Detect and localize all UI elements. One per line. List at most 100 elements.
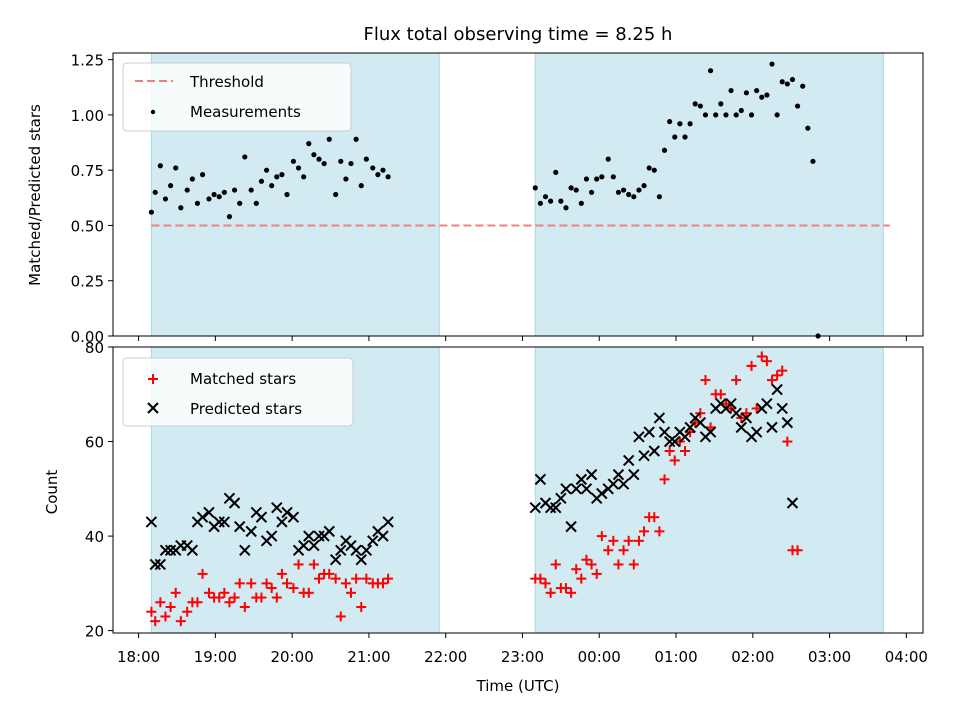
x-marker-b [560,483,572,495]
x-marker-b [350,544,362,556]
x-marker-b [555,492,567,504]
matched-star-point [246,578,257,589]
y-tick-label: 0.50 [71,217,104,235]
measurement-point [152,189,158,195]
x-marker-b [638,450,650,462]
legend-predicted-swatch [147,402,159,414]
x-marker-b [663,435,676,448]
predicted-star-point [159,544,172,556]
matched-star-point [165,602,176,612]
predicted-star-point [612,468,625,481]
measurement-point [784,81,790,87]
x-marker-b [281,506,293,519]
measurement-point [269,183,275,189]
x-marker-b [164,544,177,556]
predicted-star-point [228,497,241,509]
predicted-star-point [725,398,737,410]
legend-predicted-label: Predicted stars [190,400,302,418]
measurement-point [333,191,339,198]
predicted-star-point [575,473,588,486]
measurement-point [279,172,285,178]
x-marker-b [776,402,788,415]
y-tick-label: 60 [85,434,104,452]
matched-star-point [659,474,670,485]
predicted-star-point [570,483,582,495]
x-marker-b [245,525,257,538]
measurement-point [588,189,595,195]
measurement-point [167,183,174,189]
measurement-point [672,134,678,140]
measurement-point [231,187,238,193]
measurement-point [738,107,744,114]
measurement-point [687,121,693,127]
x-marker-b [186,544,199,556]
matched-star-point [576,573,587,584]
predicted-star-point [297,539,310,552]
measurement-point [553,169,559,175]
matched-star-point [276,568,287,579]
matched-star-point [234,578,245,589]
predicted-star-point [781,416,794,429]
x-marker-b [658,426,671,438]
x-marker-b [761,398,773,410]
x-marker-b [303,530,315,542]
x-marker-b [534,473,547,486]
x-marker-b [648,445,660,457]
x-marker-b [684,421,696,434]
measurement-point [295,165,302,171]
x-marker-b [145,516,158,528]
matched-star-point [282,578,293,589]
measurement-point [702,112,709,118]
x-marker-b [565,520,577,533]
matched-star-point [229,592,240,603]
matched-star-point [628,559,639,570]
x-marker-b [287,511,300,523]
measurement-point [348,160,354,167]
predicted-star-point [750,426,763,438]
x-marker-b [271,502,283,514]
matched-star-point [679,446,690,456]
predicted-star-point [786,497,799,509]
matched-star-point [192,597,203,608]
x-marker-b [203,506,215,519]
x-marker-b [617,478,630,490]
x-marker-b [669,435,681,448]
measurement-point [794,103,801,109]
predicted-star-point [355,554,367,566]
x-marker-b [643,426,655,438]
predicted-star-point [367,535,379,547]
x-tick-label: 01:00 [654,648,697,666]
x-marker-b [570,483,582,495]
x-marker-b [679,431,691,443]
ratio-y-axis-label: Matched/Predicted stars [26,104,44,286]
measurement-point [610,174,616,180]
x-marker-b [276,516,288,528]
measurement-point [748,112,755,118]
measurement-point [789,76,796,83]
predicted-star-point [308,539,320,552]
matched-star-point [756,351,767,362]
legend-matched-label: Matched stars [190,370,296,388]
measurement-point [656,194,662,200]
measurement-point [184,187,190,193]
matched-star-point [239,602,250,612]
x-marker-b [575,473,588,486]
measurement-point [532,185,538,191]
measurement-point [646,165,652,171]
x-tick-label: 20:00 [271,648,314,666]
measurement-point [237,200,243,206]
measurement-point [573,187,579,193]
matched-star-point [669,455,680,466]
predicted-stars-points [145,383,799,571]
predicted-star-point [287,511,300,523]
predicted-star-point [669,435,681,448]
x-marker-b [628,468,640,481]
measurement-point [385,174,391,180]
matched-star-point [731,375,742,386]
predicted-star-point [704,426,717,438]
measurement-point [274,174,280,180]
x-marker-b [704,426,717,438]
matched-star-point [700,375,711,386]
x-marker-b [382,516,394,528]
